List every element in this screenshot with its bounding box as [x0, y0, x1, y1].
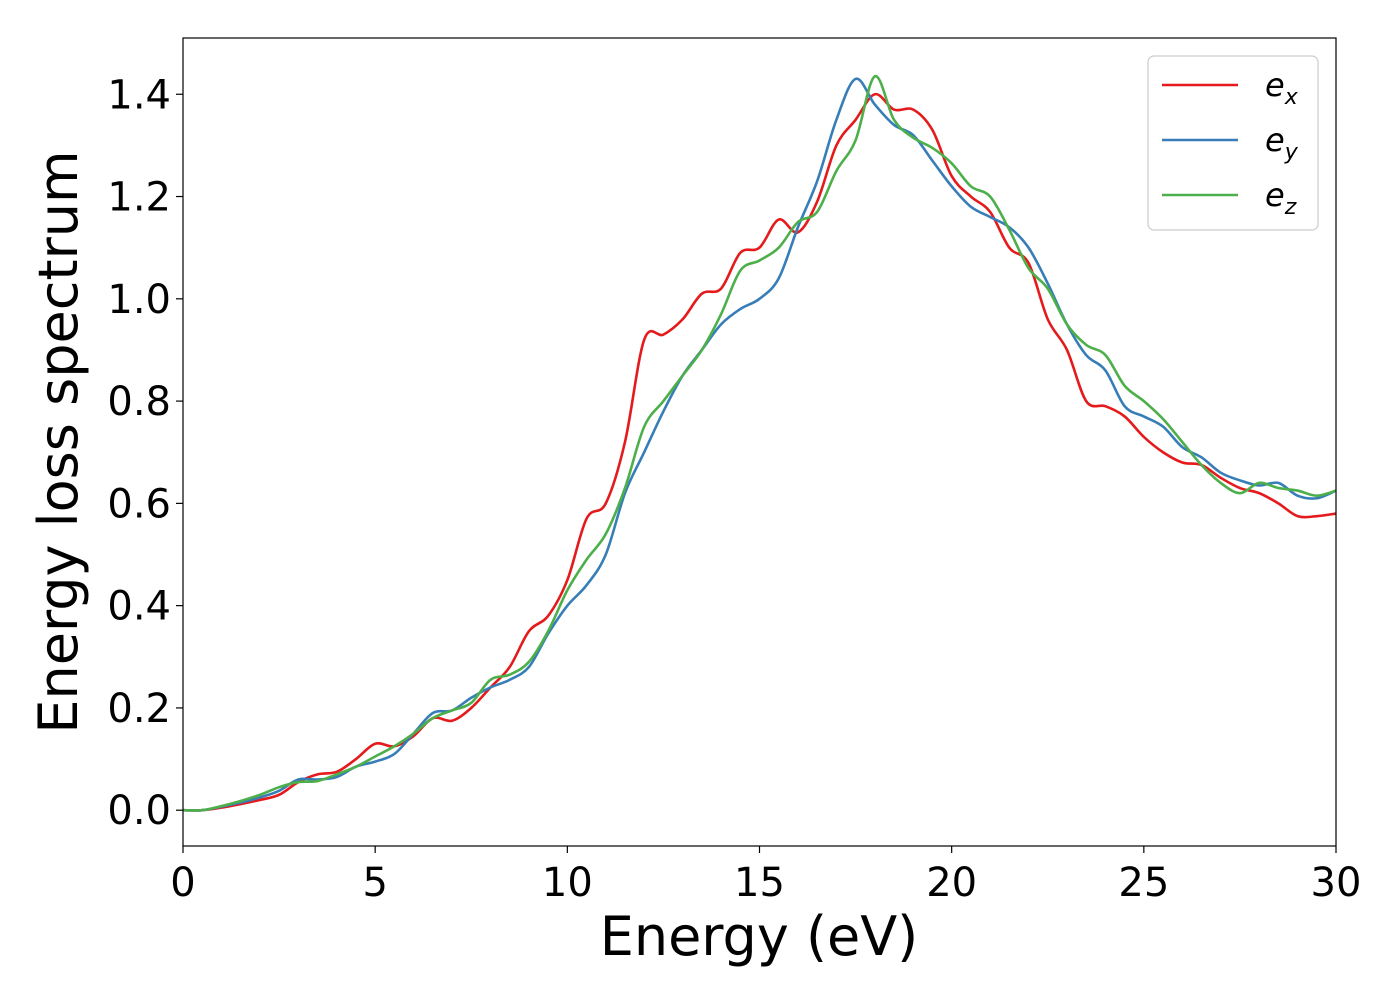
- series-layer: [183, 75, 1336, 812]
- legend-label-ey: ey: [1265, 121, 1299, 165]
- series-line-ez: [183, 75, 1336, 812]
- y-axis: 0.0 0.2 0.4 0.6 0.8 1.0 1.2 1.4: [107, 72, 183, 834]
- y-tick-label: 0.0: [107, 788, 171, 834]
- x-tick-label: 15: [734, 860, 785, 906]
- x-tick-label: 5: [362, 860, 387, 906]
- y-tick-label: 1.2: [107, 175, 171, 221]
- legend-box: [1147, 55, 1319, 231]
- legend-label-ex: ex: [1265, 66, 1299, 110]
- legend-label-ez: ez: [1265, 176, 1297, 220]
- y-tick-label: 1.0: [107, 277, 171, 323]
- x-tick-label: 30: [1311, 860, 1362, 906]
- y-tick-label: 0.8: [107, 379, 171, 425]
- series-line-ex: [183, 92, 1336, 812]
- x-tick-label: 20: [926, 860, 977, 906]
- x-tick-label: 10: [542, 860, 593, 906]
- y-tick-label: 0.4: [107, 584, 171, 630]
- x-axis: 0 5 10 15 20 25 30: [170, 846, 1361, 906]
- y-tick-label: 0.6: [107, 481, 171, 527]
- y-tick-label: 0.2: [107, 686, 171, 732]
- x-tick-label: 0: [170, 860, 195, 906]
- y-axis-title: Energy loss spectrum: [27, 150, 90, 733]
- x-tick-label: 25: [1118, 860, 1169, 906]
- x-axis-title: Energy (eV): [600, 905, 919, 968]
- y-tick-label: 1.4: [107, 72, 171, 118]
- series-line-ey: [183, 77, 1336, 812]
- legend: ex ey ez: [1147, 55, 1319, 231]
